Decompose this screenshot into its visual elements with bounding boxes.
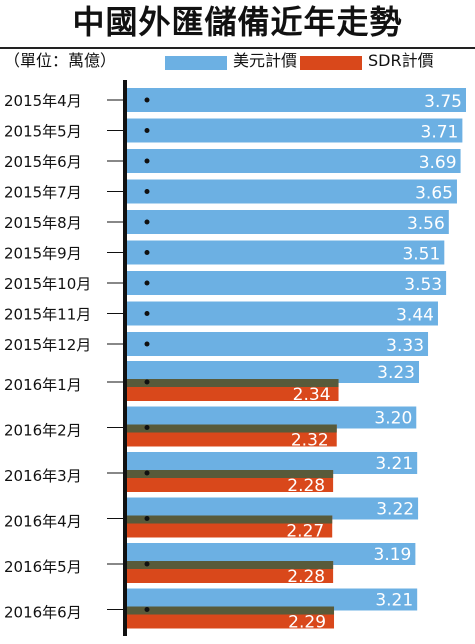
category-label: 2015年7月 bbox=[4, 184, 82, 202]
bar-usd bbox=[127, 406, 417, 429]
value-label-sdr: 2.27 bbox=[286, 522, 324, 542]
bar-sdr-stripe bbox=[127, 515, 333, 524]
value-label-sdr: 2.29 bbox=[288, 613, 326, 633]
bar-usd bbox=[127, 543, 416, 565]
marker-dot bbox=[144, 219, 150, 225]
value-label-usd: 3.20 bbox=[374, 409, 412, 429]
bar-sdr-stripe bbox=[127, 470, 334, 478]
value-label-usd: 3.71 bbox=[421, 123, 459, 143]
legend-swatch-usd bbox=[165, 56, 227, 70]
value-label-usd: 3.19 bbox=[374, 545, 412, 565]
marker-dot bbox=[144, 311, 150, 316]
marker-dot bbox=[144, 250, 150, 255]
value-label-usd: 3.21 bbox=[375, 454, 413, 474]
category-label: 2015年5月 bbox=[4, 123, 82, 141]
marker-dot bbox=[144, 470, 150, 476]
category-label: 2015年6月 bbox=[4, 153, 82, 171]
header-rule bbox=[0, 47, 475, 49]
value-label-usd: 3.21 bbox=[375, 591, 413, 611]
unit-label: （單位：萬億） bbox=[4, 51, 117, 70]
marker-dot bbox=[144, 425, 150, 430]
category-label: 2015年11月 bbox=[4, 306, 91, 324]
marker-dot bbox=[144, 128, 150, 133]
category-label: 2015年10月 bbox=[4, 275, 91, 293]
bar-sdr-stripe bbox=[127, 379, 339, 387]
category-label: 2015年8月 bbox=[4, 214, 82, 232]
bar-usd bbox=[127, 149, 461, 173]
value-label-usd: 3.22 bbox=[376, 500, 414, 520]
bar-usd bbox=[127, 361, 419, 383]
value-label-usd: 3.56 bbox=[407, 214, 445, 234]
category-label: 2016年5月 bbox=[4, 558, 82, 576]
bar-usd bbox=[127, 588, 418, 611]
value-label-usd: 3.23 bbox=[377, 363, 415, 383]
bar-usd bbox=[127, 179, 457, 204]
marker-dot bbox=[144, 561, 150, 567]
marker-dot bbox=[144, 341, 150, 347]
category-label: 2015年12月 bbox=[4, 336, 91, 354]
bar-usd bbox=[127, 118, 463, 143]
chart-title: 中國外匯儲備近年走勢 bbox=[72, 3, 403, 41]
bar-usd bbox=[127, 497, 419, 520]
bar-sdr-stripe bbox=[127, 606, 335, 615]
bar-sdr-stripe bbox=[127, 561, 334, 569]
value-label-sdr: 2.28 bbox=[287, 567, 325, 587]
bar-sdr-stripe bbox=[127, 424, 337, 433]
value-label-usd: 3.75 bbox=[424, 92, 462, 112]
category-label: 2016年1月 bbox=[4, 376, 82, 394]
legend-swatch-sdr bbox=[300, 56, 362, 70]
marker-dot bbox=[144, 280, 150, 286]
value-label-usd: 3.51 bbox=[402, 245, 440, 265]
category-label: 2016年3月 bbox=[4, 467, 82, 485]
value-label-usd: 3.69 bbox=[419, 153, 457, 173]
value-label-usd: 3.33 bbox=[386, 336, 424, 356]
marker-dot bbox=[144, 189, 150, 194]
value-label-sdr: 2.34 bbox=[293, 385, 331, 405]
bar-usd bbox=[127, 210, 449, 234]
marker-dot bbox=[144, 607, 150, 612]
marker-dot bbox=[144, 158, 150, 164]
marker-dot bbox=[144, 379, 150, 385]
category-label: 2016年6月 bbox=[4, 604, 82, 622]
category-label: 2016年4月 bbox=[4, 513, 82, 531]
value-label-usd: 3.53 bbox=[404, 275, 442, 295]
legend-label-usd: 美元計價 bbox=[233, 51, 298, 70]
value-label-usd: 3.65 bbox=[415, 184, 453, 204]
category-label: 2015年4月 bbox=[4, 92, 82, 110]
bar-usd bbox=[127, 88, 466, 112]
bar-usd bbox=[127, 240, 445, 265]
bar-usd bbox=[127, 452, 418, 474]
bar-usd bbox=[127, 332, 429, 356]
bar-usd bbox=[127, 271, 447, 295]
bar-usd bbox=[127, 301, 438, 326]
marker-dot bbox=[144, 516, 150, 521]
category-label: 2015年9月 bbox=[4, 245, 82, 263]
value-label-sdr: 2.28 bbox=[287, 476, 325, 496]
value-label-sdr: 2.32 bbox=[291, 431, 329, 451]
legend-label-sdr: SDR計價 bbox=[368, 51, 434, 70]
category-label: 2016年2月 bbox=[4, 422, 82, 440]
value-label-usd: 3.44 bbox=[396, 306, 434, 326]
y-axis bbox=[123, 80, 127, 636]
marker-dot bbox=[144, 97, 150, 103]
